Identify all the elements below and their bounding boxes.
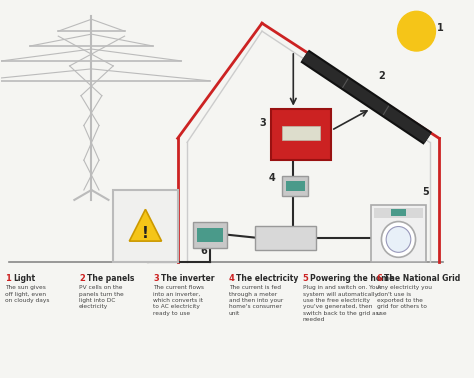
Bar (255, 226, 316, 249)
Text: 3: 3 (259, 118, 266, 129)
Circle shape (382, 222, 416, 257)
Circle shape (398, 11, 436, 51)
Text: The current is fed
through a meter
and then into your
home's consumer
unit: The current is fed through a meter and t… (229, 285, 283, 316)
Polygon shape (129, 209, 162, 241)
Bar (391, 209, 406, 216)
Bar (374, 208, 423, 218)
Text: Light: Light (13, 274, 35, 284)
Text: 4: 4 (229, 274, 235, 284)
Text: Any electricity you
don't use is
exported to the
grid for others to
use: Any electricity you don't use is exporte… (377, 285, 432, 316)
Text: 2: 2 (79, 274, 85, 284)
Text: Powering the home: Powering the home (310, 274, 395, 284)
Bar (193, 222, 227, 248)
Text: The panels: The panels (87, 274, 134, 284)
Bar (282, 127, 320, 140)
Text: 2: 2 (379, 71, 385, 81)
Text: !: ! (142, 226, 149, 241)
Text: PV cells on the
panels turn the
light into DC
electricity: PV cells on the panels turn the light in… (79, 285, 124, 310)
Bar (286, 181, 305, 191)
Text: The current flows
into an inverter,
which converts it
to AC electricity
ready to: The current flows into an inverter, whic… (153, 285, 204, 316)
Text: The electricity: The electricity (237, 274, 299, 284)
Text: The sun gives
off light, even
on cloudy days: The sun gives off light, even on cloudy … (5, 285, 50, 303)
Bar (282, 176, 309, 196)
Text: Plug in and switch on. Your
system will automatically
use the free electricity
y: Plug in and switch on. Your system will … (303, 285, 382, 322)
Text: The National Grid: The National Grid (384, 274, 461, 284)
Bar (271, 108, 331, 160)
Text: 5: 5 (303, 274, 309, 284)
Text: 3: 3 (153, 274, 159, 284)
Text: 6: 6 (377, 274, 383, 284)
Bar (371, 205, 426, 262)
Text: 1: 1 (5, 274, 11, 284)
Text: 5: 5 (422, 187, 429, 197)
Text: 4: 4 (269, 173, 275, 183)
Text: The inverter: The inverter (161, 274, 214, 284)
Text: 6: 6 (201, 246, 207, 256)
Text: 1: 1 (438, 23, 444, 33)
Circle shape (386, 226, 411, 253)
Bar (197, 228, 223, 242)
Bar (113, 190, 178, 262)
